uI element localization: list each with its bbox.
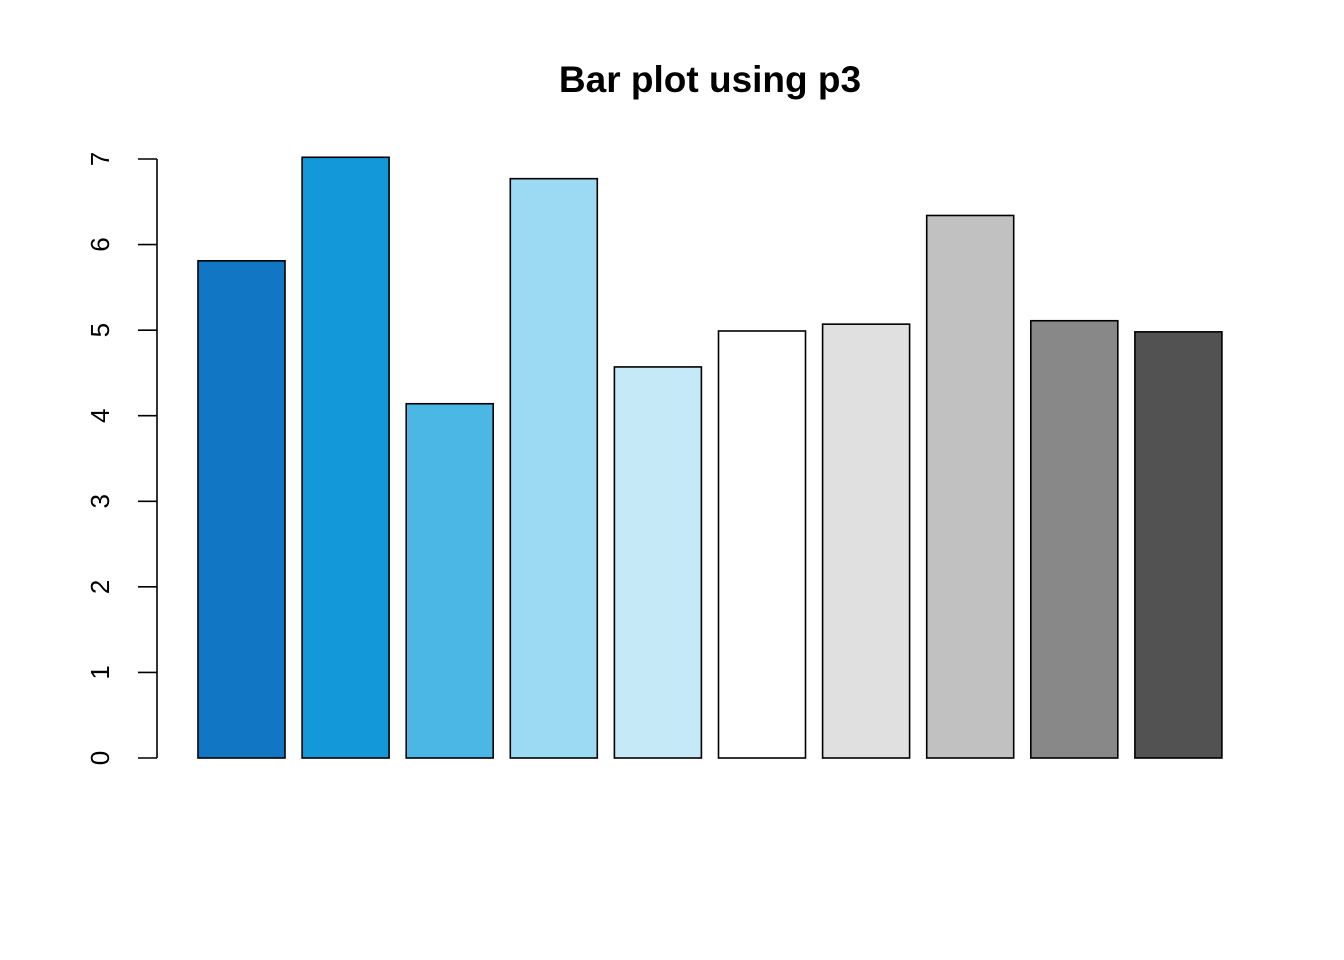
bar-10 (1134, 331, 1223, 759)
bar-7 (821, 323, 911, 759)
bars-group (197, 156, 1223, 759)
bar-5 (613, 366, 703, 759)
bar-9 (1030, 319, 1119, 759)
y-axis: 0 1 2 3 4 5 6 7 (85, 152, 158, 765)
chart-title: Bar plot using p3 (559, 59, 861, 100)
y-tick-label: 4 (85, 408, 115, 422)
y-tick-label: 0 (85, 751, 115, 765)
y-tick-label: 1 (85, 665, 115, 679)
bar-8 (925, 214, 1015, 759)
y-tick-label: 6 (85, 237, 115, 251)
y-tick-label: 3 (85, 494, 115, 508)
bar-6 (717, 330, 807, 759)
bar-3 (405, 402, 495, 759)
y-tick-label: 5 (85, 323, 115, 337)
y-tick-label: 2 (85, 580, 115, 594)
bar-4 (509, 177, 599, 759)
y-tick-label: 7 (85, 152, 115, 166)
bar-2 (301, 156, 390, 759)
bar-1 (197, 260, 286, 759)
